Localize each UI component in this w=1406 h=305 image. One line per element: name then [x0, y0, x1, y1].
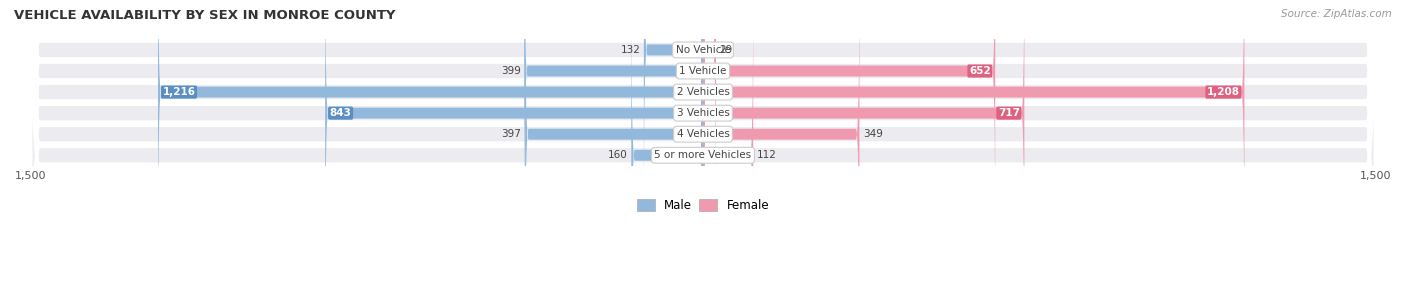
Text: 160: 160 [607, 150, 627, 160]
Text: 1,208: 1,208 [1206, 87, 1240, 97]
FancyBboxPatch shape [644, 0, 703, 213]
Text: 132: 132 [620, 45, 640, 55]
Text: 652: 652 [969, 66, 991, 76]
Legend: Male, Female: Male, Female [633, 194, 773, 217]
Text: 397: 397 [502, 129, 522, 139]
Text: 843: 843 [329, 108, 352, 118]
FancyBboxPatch shape [157, 0, 703, 255]
Text: 2 Vehicles: 2 Vehicles [676, 87, 730, 97]
Text: 1,216: 1,216 [163, 87, 195, 97]
Text: 3 Vehicles: 3 Vehicles [676, 108, 730, 118]
Text: 349: 349 [863, 129, 883, 139]
FancyBboxPatch shape [524, 0, 703, 297]
FancyBboxPatch shape [31, 0, 1375, 305]
Text: 112: 112 [756, 150, 776, 160]
Text: 717: 717 [998, 108, 1019, 118]
FancyBboxPatch shape [703, 0, 716, 213]
Text: VEHICLE AVAILABILITY BY SEX IN MONROE COUNTY: VEHICLE AVAILABILITY BY SEX IN MONROE CO… [14, 9, 395, 22]
Text: 1 Vehicle: 1 Vehicle [679, 66, 727, 76]
FancyBboxPatch shape [31, 0, 1375, 305]
FancyBboxPatch shape [31, 0, 1375, 305]
Text: 4 Vehicles: 4 Vehicles [676, 129, 730, 139]
Text: 399: 399 [501, 66, 520, 76]
FancyBboxPatch shape [524, 0, 703, 234]
FancyBboxPatch shape [703, 0, 754, 305]
FancyBboxPatch shape [703, 0, 1025, 276]
Text: 29: 29 [720, 45, 733, 55]
Text: 5 or more Vehicles: 5 or more Vehicles [654, 150, 752, 160]
FancyBboxPatch shape [703, 0, 995, 234]
FancyBboxPatch shape [31, 0, 1375, 305]
Text: Source: ZipAtlas.com: Source: ZipAtlas.com [1281, 9, 1392, 19]
Text: No Vehicle: No Vehicle [675, 45, 731, 55]
FancyBboxPatch shape [325, 0, 703, 276]
FancyBboxPatch shape [703, 0, 1244, 255]
FancyBboxPatch shape [31, 0, 1375, 305]
FancyBboxPatch shape [703, 0, 859, 297]
FancyBboxPatch shape [631, 0, 703, 305]
FancyBboxPatch shape [31, 0, 1375, 305]
